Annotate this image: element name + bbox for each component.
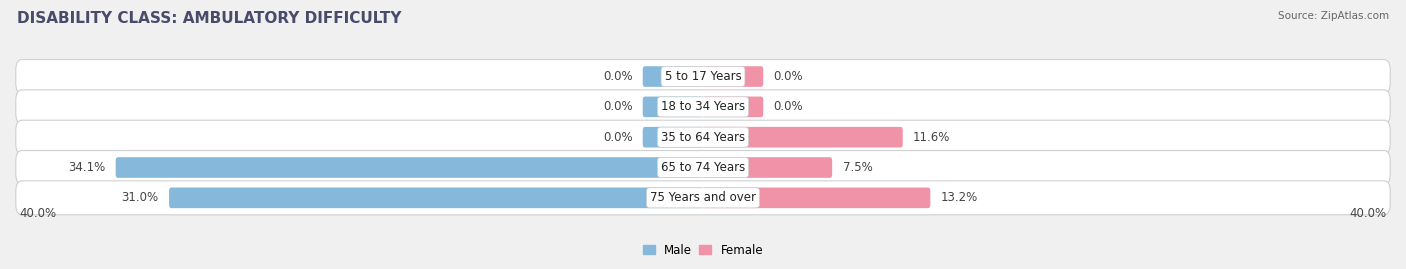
Text: 0.0%: 0.0%	[603, 70, 633, 83]
Text: 13.2%: 13.2%	[941, 191, 979, 204]
FancyBboxPatch shape	[15, 59, 1391, 94]
Text: Source: ZipAtlas.com: Source: ZipAtlas.com	[1278, 11, 1389, 21]
FancyBboxPatch shape	[169, 187, 703, 208]
FancyBboxPatch shape	[15, 90, 1391, 124]
FancyBboxPatch shape	[15, 181, 1391, 215]
FancyBboxPatch shape	[703, 157, 832, 178]
Text: 31.0%: 31.0%	[121, 191, 159, 204]
Text: 18 to 34 Years: 18 to 34 Years	[661, 100, 745, 113]
Legend: Male, Female: Male, Female	[638, 239, 768, 261]
Text: 75 Years and over: 75 Years and over	[650, 191, 756, 204]
Text: 0.0%: 0.0%	[603, 131, 633, 144]
FancyBboxPatch shape	[115, 157, 703, 178]
Text: 5 to 17 Years: 5 to 17 Years	[665, 70, 741, 83]
FancyBboxPatch shape	[703, 97, 763, 117]
Text: 0.0%: 0.0%	[603, 100, 633, 113]
Text: 7.5%: 7.5%	[842, 161, 872, 174]
Text: 40.0%: 40.0%	[20, 207, 56, 220]
FancyBboxPatch shape	[15, 120, 1391, 154]
FancyBboxPatch shape	[643, 66, 703, 87]
Text: 65 to 74 Years: 65 to 74 Years	[661, 161, 745, 174]
Text: 11.6%: 11.6%	[912, 131, 950, 144]
FancyBboxPatch shape	[643, 97, 703, 117]
FancyBboxPatch shape	[703, 187, 931, 208]
FancyBboxPatch shape	[703, 127, 903, 147]
Text: 40.0%: 40.0%	[1350, 207, 1386, 220]
FancyBboxPatch shape	[643, 127, 703, 147]
Text: 0.0%: 0.0%	[773, 70, 803, 83]
Text: 35 to 64 Years: 35 to 64 Years	[661, 131, 745, 144]
Text: DISABILITY CLASS: AMBULATORY DIFFICULTY: DISABILITY CLASS: AMBULATORY DIFFICULTY	[17, 11, 401, 26]
FancyBboxPatch shape	[15, 151, 1391, 185]
Text: 34.1%: 34.1%	[67, 161, 105, 174]
FancyBboxPatch shape	[703, 66, 763, 87]
Text: 0.0%: 0.0%	[773, 100, 803, 113]
